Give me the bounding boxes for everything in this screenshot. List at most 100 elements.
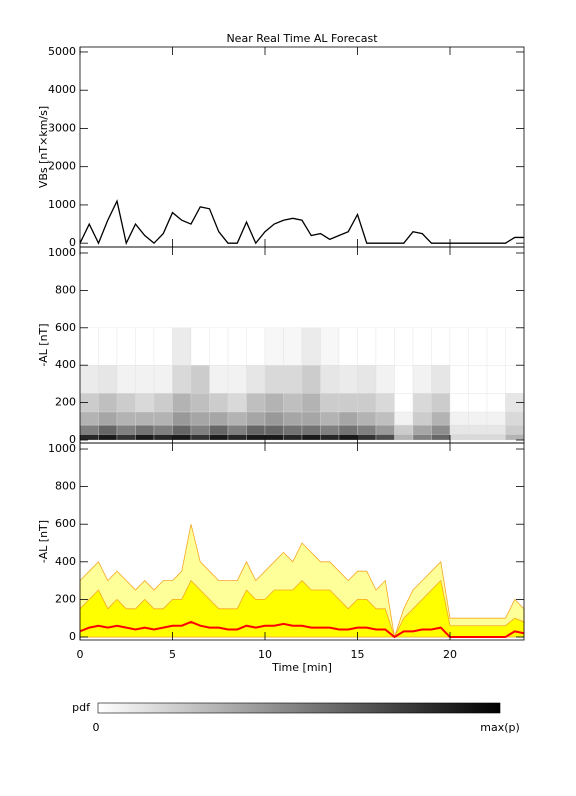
heat-cell <box>135 365 155 394</box>
heat-cell <box>190 393 210 413</box>
heat-cell <box>283 365 303 394</box>
heat-cell <box>135 434 155 441</box>
heat-cell <box>172 365 192 394</box>
heat-cell <box>357 327 377 366</box>
heat-cell <box>227 365 247 394</box>
heat-cell <box>431 424 451 435</box>
heat-cell <box>301 434 321 441</box>
heat-cell <box>283 424 303 435</box>
heat-cell <box>116 327 136 366</box>
heat-cell <box>79 411 99 426</box>
heat-cell <box>209 434 229 441</box>
heat-cell <box>431 434 451 441</box>
heat-cell <box>338 424 358 435</box>
heat-cell <box>357 411 377 426</box>
heat-cell <box>449 424 469 435</box>
heat-cell <box>505 424 525 435</box>
heat-cell <box>431 327 451 366</box>
heat-cell <box>412 393 432 413</box>
y-tick-label: 1000 <box>48 246 76 259</box>
heat-cell <box>431 411 451 426</box>
heat-cell <box>301 411 321 426</box>
heat-cell <box>338 393 358 413</box>
heat-cell <box>468 411 488 426</box>
heat-cell <box>135 327 155 366</box>
heat-cell <box>301 327 321 366</box>
heat-cell <box>190 327 210 366</box>
heat-cell <box>153 434 173 441</box>
plot-frame <box>79 442 525 641</box>
y-axis-label: VBs [nT×km/s] <box>37 106 50 188</box>
heat-cell <box>98 327 118 366</box>
heat-cell <box>283 393 303 413</box>
heat-cell <box>79 424 99 435</box>
y-tick-label: 1000 <box>48 198 76 211</box>
heat-cell <box>135 424 155 435</box>
heat-cell <box>264 434 284 441</box>
heat-cell <box>153 393 173 413</box>
heat-cell <box>394 434 414 441</box>
heat-cell <box>172 434 192 441</box>
y-tick-label: 4000 <box>48 83 76 96</box>
heat-cell <box>320 393 340 413</box>
heat-cell <box>246 411 266 426</box>
heat-cell <box>412 434 432 441</box>
heat-cell <box>153 411 173 426</box>
heat-cell <box>190 434 210 441</box>
heat-cell <box>135 411 155 426</box>
heat-cell <box>505 327 525 366</box>
heat-cell <box>301 365 321 394</box>
heat-cell <box>264 393 284 413</box>
heat-cell <box>98 434 118 441</box>
heat-cell <box>412 424 432 435</box>
heat-cell <box>505 434 525 441</box>
heat-cell <box>246 434 266 441</box>
heat-cell <box>320 434 340 441</box>
x-tick-label: 10 <box>258 648 272 661</box>
heat-cell <box>209 393 229 413</box>
heat-cell <box>375 365 395 394</box>
heat-cell <box>449 365 469 394</box>
colorbar-max: max(p) <box>480 721 520 734</box>
heat-cell <box>283 327 303 366</box>
heat-cell <box>246 424 266 435</box>
heat-cell <box>486 327 506 366</box>
colorbar-min: 0 <box>93 721 100 734</box>
y-axis-label: -AL [nT] <box>37 323 50 366</box>
heat-cell <box>264 411 284 426</box>
y-tick-label: 600 <box>55 321 76 334</box>
heat-cell <box>153 365 173 394</box>
heat-cell <box>394 411 414 426</box>
y-tick-label: 200 <box>55 396 76 409</box>
x-tick-label: 15 <box>351 648 365 661</box>
heat-cell <box>190 411 210 426</box>
heat-cell <box>468 434 488 441</box>
heat-cell <box>412 365 432 394</box>
heat-cell <box>431 365 451 394</box>
heat-cell <box>394 424 414 435</box>
y-tick-label: 400 <box>55 555 76 568</box>
x-axis-label: Time [min] <box>271 661 332 674</box>
heat-cell <box>116 411 136 426</box>
heat-cell <box>394 327 414 366</box>
colorbar-label: pdf <box>72 701 91 714</box>
heat-cell <box>338 411 358 426</box>
heat-cell <box>486 393 506 413</box>
heat-cell <box>246 327 266 366</box>
heat-cell <box>264 365 284 394</box>
heat-cell <box>98 424 118 435</box>
heat-cell <box>468 393 488 413</box>
heat-cell <box>135 393 155 413</box>
y-tick-label: 0 <box>69 630 76 643</box>
heat-cell <box>153 327 173 366</box>
y-tick-label: 1000 <box>48 442 76 455</box>
y-tick-label: 5000 <box>48 45 76 58</box>
heat-cell <box>338 365 358 394</box>
heat-cell <box>338 327 358 366</box>
heat-cell <box>116 424 136 435</box>
heat-cell <box>153 424 173 435</box>
heat-cell <box>116 434 136 441</box>
heat-cell <box>209 424 229 435</box>
